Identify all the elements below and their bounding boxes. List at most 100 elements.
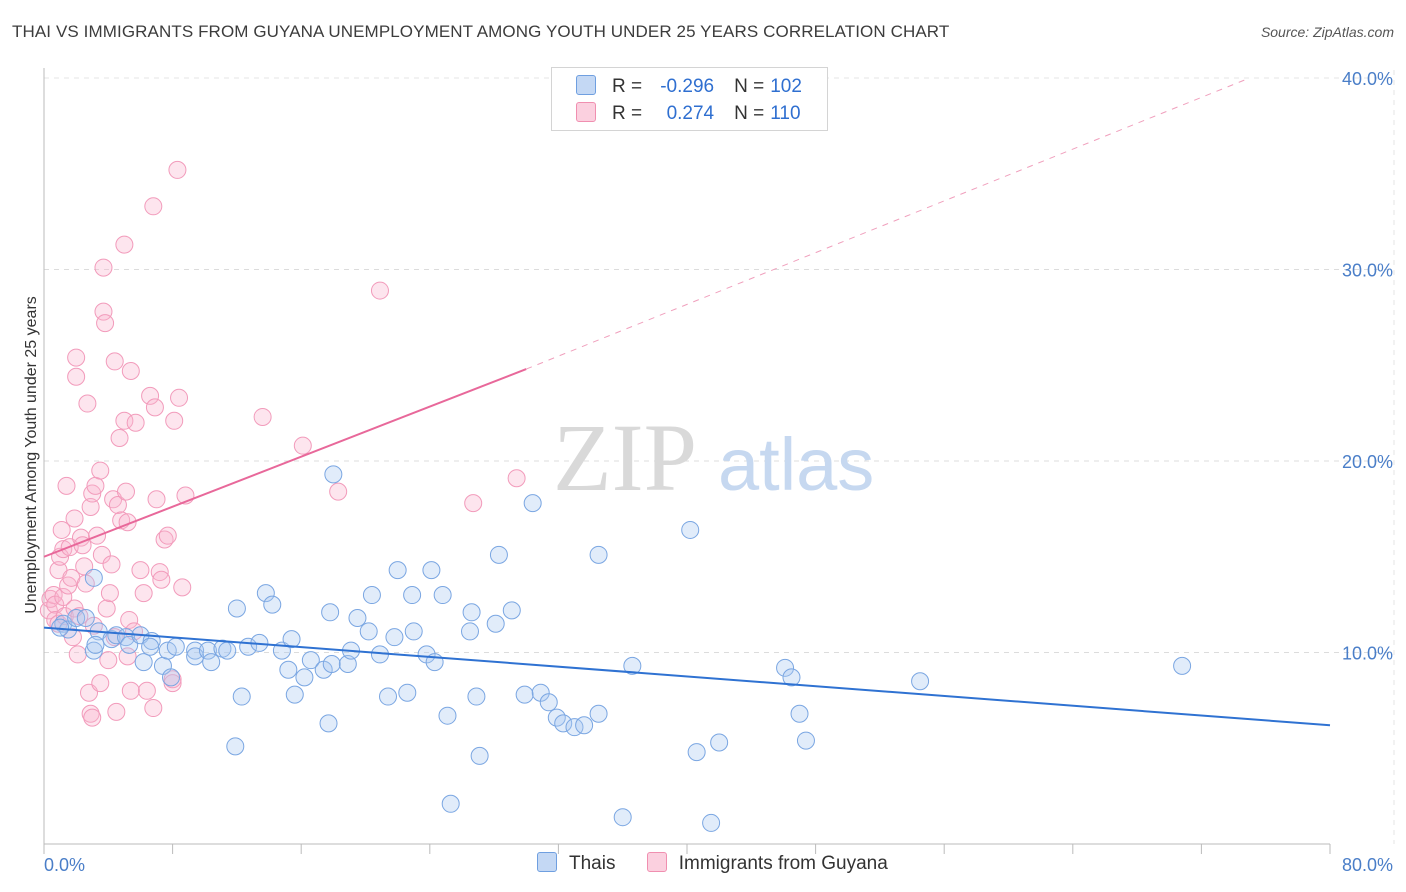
point-thais bbox=[141, 637, 160, 656]
x-tick-label: 0.0% bbox=[44, 855, 85, 875]
point-guyana bbox=[91, 674, 110, 693]
point-guyana bbox=[96, 314, 115, 333]
point-guyana bbox=[108, 496, 127, 515]
point-guyana bbox=[507, 469, 526, 488]
point-thais bbox=[575, 716, 594, 735]
point-thais bbox=[285, 685, 304, 704]
point-guyana bbox=[91, 461, 110, 480]
legend-r-value: 0.274 bbox=[666, 103, 715, 124]
point-guyana bbox=[137, 681, 156, 700]
trend-line-guyana-extended bbox=[526, 77, 1250, 370]
point-guyana bbox=[83, 708, 102, 727]
point-guyana bbox=[293, 436, 312, 455]
point-guyana bbox=[121, 361, 140, 380]
point-thais bbox=[687, 743, 706, 762]
chart-title: THAI VS IMMIGRANTS FROM GUYANA UNEMPLOYM… bbox=[12, 22, 950, 41]
point-thais bbox=[422, 561, 441, 580]
point-thais bbox=[198, 641, 217, 660]
legend-n-value: 102 bbox=[770, 76, 802, 97]
y-tick-label: 20.0% bbox=[1342, 452, 1393, 472]
legend-row-guyana: R = 0.274 N = 110 bbox=[576, 102, 801, 126]
point-thais bbox=[702, 813, 721, 832]
point-thais bbox=[362, 586, 381, 605]
trend-lines bbox=[43, 77, 1331, 727]
point-guyana bbox=[370, 281, 389, 300]
point-guyana bbox=[173, 578, 192, 597]
point-guyana bbox=[52, 520, 71, 539]
point-thais bbox=[613, 808, 632, 827]
legend-r-value: -0.296 bbox=[660, 76, 715, 97]
point-thais bbox=[623, 656, 642, 675]
point-thais bbox=[359, 622, 378, 641]
stats-legend: R = -0.296 N = 102 R = 0.274 N = 110 bbox=[551, 67, 828, 131]
point-thais bbox=[324, 465, 343, 484]
point-guyana bbox=[67, 367, 86, 386]
point-thais bbox=[796, 731, 815, 750]
point-guyana bbox=[94, 258, 113, 277]
legend-item-thais[interactable]: Thais bbox=[537, 852, 615, 875]
point-thais bbox=[166, 637, 185, 656]
point-thais bbox=[218, 641, 237, 660]
thais-swatch bbox=[576, 75, 596, 95]
point-thais bbox=[186, 641, 205, 660]
y-tick-label: 30.0% bbox=[1342, 261, 1393, 281]
point-guyana bbox=[100, 584, 119, 603]
point-thais bbox=[338, 654, 357, 673]
watermark-zip: ZIP bbox=[553, 404, 697, 511]
point-thais bbox=[441, 794, 460, 813]
point-thais bbox=[1173, 656, 1192, 675]
point-guyana bbox=[329, 482, 348, 501]
point-thais bbox=[589, 704, 608, 723]
point-thais bbox=[589, 545, 608, 564]
x-tick-label: 80.0% bbox=[1342, 855, 1393, 875]
point-thais bbox=[462, 603, 481, 622]
point-guyana bbox=[92, 545, 111, 564]
point-thais bbox=[301, 651, 320, 670]
point-thais bbox=[404, 622, 423, 641]
axes bbox=[43, 68, 1331, 854]
point-thais bbox=[295, 668, 314, 687]
point-thais bbox=[322, 654, 341, 673]
point-thais bbox=[460, 622, 479, 641]
point-thais bbox=[263, 595, 282, 614]
point-thais bbox=[84, 568, 103, 587]
point-guyana bbox=[71, 528, 90, 547]
point-thais bbox=[348, 609, 367, 628]
point-thais bbox=[86, 635, 105, 654]
legend-item-guyana[interactable]: Immigrants from Guyana bbox=[646, 852, 888, 875]
point-guyana bbox=[131, 561, 150, 580]
point-guyana bbox=[144, 699, 163, 718]
point-guyana bbox=[158, 526, 177, 545]
point-thais bbox=[554, 714, 573, 733]
point-guyana bbox=[67, 348, 86, 367]
point-thais bbox=[67, 609, 86, 628]
point-guyana bbox=[121, 681, 140, 700]
legend-row-thais: R = -0.296 N = 102 bbox=[576, 75, 802, 99]
legend-label-thais: Thais bbox=[569, 853, 616, 874]
point-guyana bbox=[99, 651, 118, 670]
point-guyana bbox=[134, 584, 153, 603]
point-guyana bbox=[81, 497, 100, 516]
point-thais bbox=[523, 494, 542, 513]
point-thais bbox=[681, 520, 700, 539]
gridlines bbox=[44, 70, 1395, 844]
point-guyana bbox=[118, 647, 137, 666]
series-legend: Thais Immigrants from Guyana bbox=[537, 852, 914, 875]
point-guyana bbox=[120, 610, 139, 629]
point-guyana bbox=[168, 160, 187, 179]
point-thais bbox=[398, 683, 417, 702]
point-guyana bbox=[55, 607, 74, 626]
y-tick-label: 10.0% bbox=[1342, 644, 1393, 664]
y-tick-label: 40.0% bbox=[1342, 69, 1393, 89]
point-guyana bbox=[115, 411, 134, 430]
point-guyana bbox=[152, 570, 171, 589]
point-thais bbox=[710, 733, 729, 752]
point-thais bbox=[782, 668, 801, 687]
point-guyana bbox=[78, 394, 97, 413]
point-guyana bbox=[70, 607, 89, 626]
legend-n-label: N = bbox=[734, 103, 765, 124]
legend-n-label: N = bbox=[734, 76, 765, 97]
guyana-swatch bbox=[646, 852, 667, 872]
point-guyana bbox=[65, 509, 84, 528]
point-guyana bbox=[116, 482, 135, 501]
